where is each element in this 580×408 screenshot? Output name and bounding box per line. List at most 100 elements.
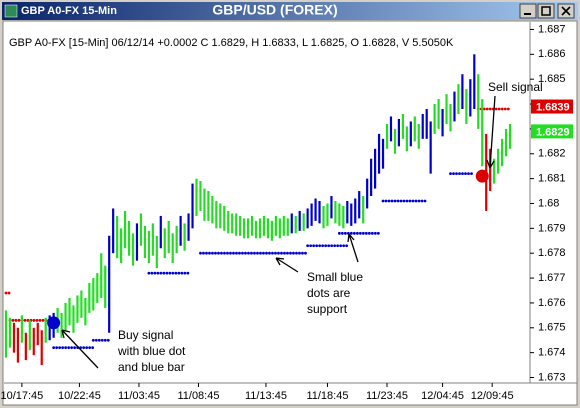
level-dot (337, 231, 341, 235)
title-bar (2, 2, 578, 20)
level-dot (503, 107, 507, 111)
level-dot (280, 251, 283, 255)
level-dot (393, 199, 397, 203)
level-dot (247, 251, 250, 255)
level-dot (277, 251, 280, 255)
maximize-icon (541, 6, 551, 16)
level-dot (220, 251, 223, 255)
level-dot (223, 251, 226, 255)
level-dot (52, 346, 56, 350)
level-dot (259, 251, 262, 255)
sell-arrow (486, 95, 496, 169)
minimize-button[interactable] (519, 3, 537, 19)
level-dot (38, 318, 42, 322)
level-dot (106, 338, 110, 342)
y-tick-label: 1.677 (538, 272, 566, 284)
y-tick-label: 1.686 (538, 48, 566, 60)
x-tick-label: 11/23:45 (366, 390, 408, 402)
y-tick-label: 1.687 (538, 23, 566, 35)
annotation: dots are (307, 286, 351, 300)
level-dot (244, 251, 247, 255)
level-dot (208, 251, 211, 255)
level-dot (159, 271, 163, 275)
annotation: Buy signal (118, 328, 173, 342)
x-tick-label: 11/18:45 (306, 390, 348, 402)
level-dot (271, 251, 274, 255)
annotation: with blue dot (117, 344, 186, 358)
y-tick-label: 1.68 (538, 197, 559, 209)
x-tick-label: 11/13:45 (245, 390, 287, 402)
support-dots (4, 291, 11, 295)
level-dot (467, 172, 470, 176)
level-dot (7, 291, 11, 295)
support-dots (91, 338, 110, 342)
level-dot (343, 231, 347, 235)
level-dot (91, 346, 95, 350)
x-tick-label: 12/09:45 (471, 390, 514, 402)
level-dot (211, 251, 214, 255)
level-dot (103, 338, 107, 342)
price-label-box (531, 124, 573, 139)
level-dot (497, 107, 501, 111)
level-dot (217, 251, 220, 255)
level-dot (235, 251, 238, 255)
level-dot (262, 251, 265, 255)
support-dots (199, 251, 307, 255)
level-dot (232, 251, 235, 255)
level-dot (67, 346, 71, 350)
level-dot (494, 107, 498, 111)
price-label: 1.6839 (536, 101, 570, 113)
level-dot (304, 251, 307, 255)
level-dot (82, 346, 86, 350)
level-dot (229, 251, 232, 255)
annotation: Sell signal (488, 80, 543, 94)
window-title: GBP A0-FX 15-Min (21, 5, 117, 17)
level-dot (396, 199, 400, 203)
level-dot (165, 271, 169, 275)
level-dot (58, 346, 62, 350)
signal-dot (475, 169, 489, 183)
level-dot (94, 338, 98, 342)
level-dot (238, 251, 241, 255)
annotation: and blue bar (118, 360, 185, 374)
level-dot (327, 244, 331, 248)
level-dot (183, 271, 187, 275)
level-dot (333, 244, 337, 248)
level-dot (162, 271, 166, 275)
level-dot (364, 231, 368, 235)
level-dot (241, 251, 244, 255)
y-tick-label: 1.681 (538, 173, 566, 185)
level-dot (506, 107, 510, 111)
level-dot (295, 251, 298, 255)
level-dot (482, 107, 486, 111)
y-tick-label: 1.675 (538, 322, 566, 334)
maximize-button[interactable] (537, 3, 555, 19)
level-dot (100, 338, 104, 342)
level-dot (14, 318, 18, 322)
y-tick-label: 1.678 (538, 247, 566, 259)
level-dot (150, 271, 154, 275)
window-buttons[interactable] (519, 3, 575, 19)
level-dot (358, 231, 362, 235)
level-dot (274, 251, 277, 255)
level-dot (17, 318, 21, 322)
level-dot (286, 251, 289, 255)
level-dot (147, 271, 151, 275)
level-dot (61, 346, 65, 350)
level-dot (342, 244, 346, 248)
level-dot (485, 107, 489, 111)
support-dots (147, 271, 190, 275)
info-line: GBP A0-FX [15-Min] 06/12/14 +0.0002 C 1.… (9, 37, 454, 49)
level-dot (199, 251, 202, 255)
window-icon (4, 4, 18, 18)
level-dot (464, 172, 467, 176)
level-dot (315, 244, 319, 248)
level-dot (488, 107, 492, 111)
y-tick-label: 1.679 (538, 222, 566, 234)
level-dot (177, 271, 181, 275)
level-dot (265, 251, 268, 255)
annotation-arrows (61, 95, 496, 369)
level-dot (180, 271, 184, 275)
level-dot (298, 251, 301, 255)
